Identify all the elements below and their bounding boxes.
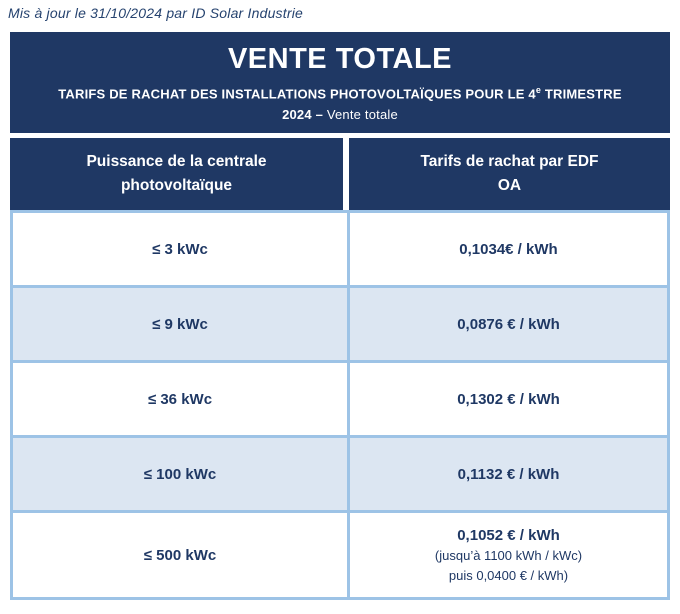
column-header-tariff-label: Tarifs de rachat par EDF OA	[420, 152, 599, 194]
power-value: ≤ 36 kWc	[147, 390, 213, 408]
power-value: ≤ 3 kWc	[152, 240, 208, 258]
table-header-row: Puissance de la centrale photovoltaïque …	[10, 138, 670, 210]
column-header-power-label: Puissance de la centrale photovoltaïque	[86, 152, 267, 194]
section-header: VENTE TOTALE TARIFS DE RACHAT DES INSTAL…	[10, 32, 670, 133]
table-row-3-power-cell: ≤ 36 kWc	[13, 363, 347, 435]
subtitle-bold-tail: TRIMESTRE 2024 –	[282, 86, 622, 123]
table-row-5-tariff-cell: 0,1052 € / kWh (jusqu’à 1100 kWh / kWc) …	[350, 513, 667, 597]
tariff-value: 0,1034€ / kWh	[459, 240, 558, 258]
table-row-5-power-cell: ≤ 500 kWc	[13, 513, 347, 597]
table-row-4-tariff-cell: 0,1132 € / kWh	[350, 438, 667, 510]
tariff-document: VENTE TOTALE TARIFS DE RACHAT DES INSTAL…	[10, 32, 670, 600]
table-row-2-tariff-cell: 0,0876 € / kWh	[350, 288, 667, 360]
column-header-power: Puissance de la centrale photovoltaïque	[10, 138, 343, 210]
tariff-value: 0,1052 € / kWh	[457, 527, 560, 544]
table-row-1-tariff-cell: 0,1034€ / kWh	[350, 213, 667, 285]
table-row-1-power-cell: ≤ 3 kWc	[13, 213, 347, 285]
tariff-table: ≤ 3 kWc 0,1034€ / kWh ≤ 9 kWc 0,0876 € /…	[10, 210, 670, 600]
power-value: ≤ 500 kWc	[143, 546, 217, 564]
tariff-value: 0,1302 € / kWh	[457, 390, 560, 408]
table-row-2-power-cell: ≤ 9 kWc	[13, 288, 347, 360]
updated-note: Mis à jour le 31/10/2024 par ID Solar In…	[8, 5, 303, 21]
power-value: ≤ 9 kWc	[152, 315, 208, 333]
subtitle-bold-lead: TARIFS DE RACHAT DES INSTALLATIONS PHOTO…	[58, 86, 536, 102]
column-header-tariff: Tarifs de rachat par EDF OA	[349, 138, 670, 210]
tariff-note-line-2: puis 0,0400 € / kWh)	[448, 567, 569, 583]
page-title: VENTE TOTALE	[227, 43, 453, 75]
power-value: ≤ 100 kWc	[143, 465, 217, 483]
section-subtitle: TARIFS DE RACHAT DES INSTALLATIONS PHOTO…	[50, 83, 630, 126]
tariff-value: 0,0876 € / kWh	[457, 315, 560, 333]
tariff-note-line-1: (jusqu’à 1100 kWh / kWc)	[434, 548, 583, 563]
table-row-4-power-cell: ≤ 100 kWc	[13, 438, 347, 510]
tariff-value: 0,1132 € / kWh	[457, 465, 560, 483]
subtitle-superscript: e	[535, 85, 542, 96]
subtitle-regular: Vente totale	[326, 107, 398, 123]
table-row-3-tariff-cell: 0,1302 € / kWh	[350, 363, 667, 435]
